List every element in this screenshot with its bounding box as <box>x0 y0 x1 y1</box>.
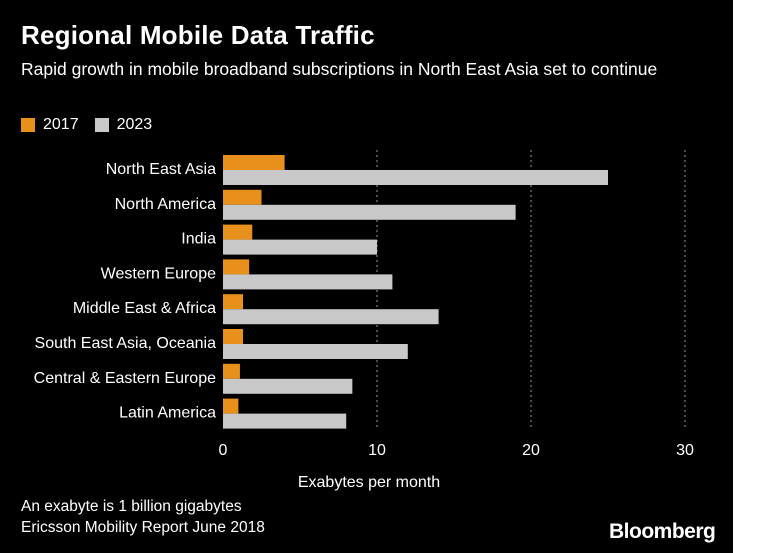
bars <box>223 155 608 429</box>
bar-2017-5 <box>223 329 244 344</box>
chart-title: Regional Mobile Data Traffic <box>21 20 375 50</box>
legend-label-2017: 2017 <box>43 116 79 133</box>
bar-2023-3 <box>223 274 393 290</box>
category-label: Middle East & Africa <box>73 300 216 317</box>
x-axis-label: Exabytes per month <box>298 474 440 491</box>
legend: 2017 2023 <box>21 115 168 135</box>
bar-2017-2 <box>223 224 253 240</box>
legend-item-2017: 2017 <box>21 116 79 134</box>
bar-2017-0 <box>223 155 285 170</box>
legend-label-2023: 2023 <box>116 116 153 133</box>
category-label: North America <box>115 196 216 213</box>
legend-swatch-2023 <box>94 118 109 132</box>
bar-2017-6 <box>223 363 240 379</box>
category-label: South East Asia, Oceania <box>35 335 217 352</box>
bar-2023-0 <box>223 170 608 185</box>
x-tick-label-10: 10 <box>368 442 386 459</box>
chart-subtitle: Rapid growth in mobile broadband subscri… <box>21 59 658 79</box>
category-label: India <box>181 231 216 248</box>
bloomberg-logo: Bloomberg <box>609 520 716 543</box>
legend-swatch-2017 <box>21 118 35 132</box>
category-labels: North East Asia North America India Western… <box>34 161 216 422</box>
chart-card: Regional Mobile Data Traffic Rapid growt… <box>0 0 733 553</box>
bar-2023-7 <box>223 413 347 429</box>
x-tick-label-20: 20 <box>522 442 540 459</box>
bar-2017-4 <box>223 294 244 310</box>
bar-2017-3 <box>223 259 250 275</box>
category-label: Western Europe <box>101 265 216 282</box>
x-tick-label-30: 30 <box>676 442 694 459</box>
bar-2023-1 <box>223 204 516 220</box>
bar-chart: North East Asia North America India Western… <box>34 150 694 491</box>
bar-2023-4 <box>223 309 439 325</box>
bar-2017-1 <box>223 189 262 205</box>
footnote: An exabyte is 1 billion gigabytes <box>21 498 242 515</box>
grid-lines <box>376 150 686 430</box>
bar-2023-6 <box>223 378 353 394</box>
tick-labels: 0 10 20 30 <box>219 442 694 459</box>
category-label: Central & Eastern Europe <box>34 370 216 387</box>
bar-2023-2 <box>223 239 377 255</box>
bar-2023-5 <box>223 344 408 359</box>
category-label: Latin America <box>119 405 216 422</box>
category-label: North East Asia <box>106 161 216 178</box>
source-note: Ericsson Mobility Report June 2018 <box>21 519 265 536</box>
legend-item-2023: 2023 <box>94 116 153 134</box>
x-tick-label-0: 0 <box>219 442 228 459</box>
bar-2017-7 <box>223 398 239 414</box>
